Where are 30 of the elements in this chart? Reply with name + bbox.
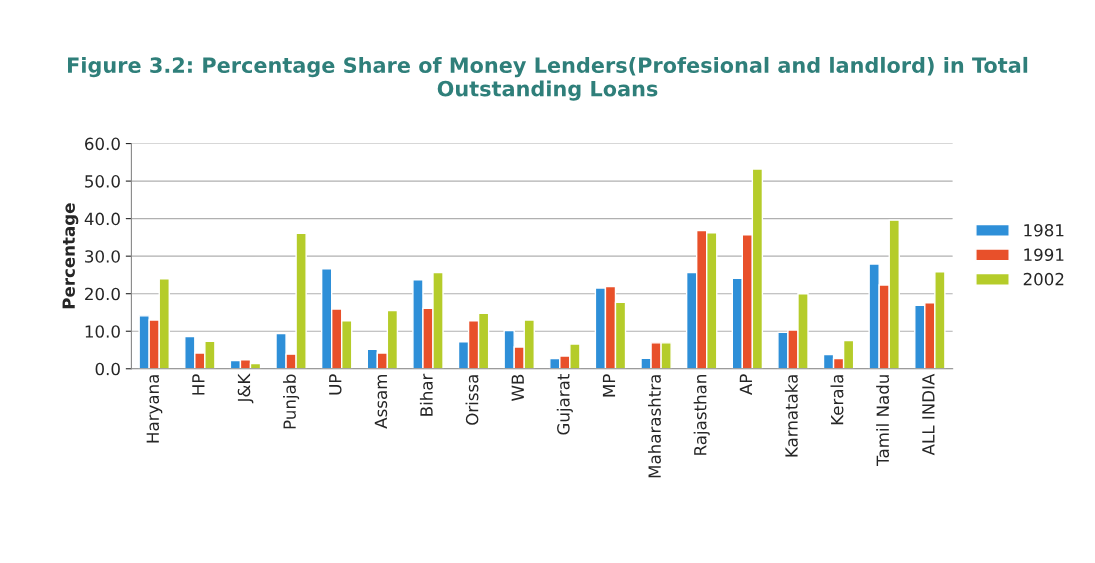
x-tick-label: Orissa [465,375,479,425]
x-tick-label: Gujarat [556,374,573,435]
x-tick-label: Tamil Nadu [876,375,890,466]
legend-label: 1981 [1024,223,1064,237]
y-tick-label: 50.0 [85,175,120,188]
x-tick-label: UP [329,374,342,395]
y-axis-title: Percentage [62,203,79,309]
legend-label: 1991 [1024,248,1064,261]
x-tick-label: HP [192,374,205,395]
x-tick-label: Rajasthan [693,375,710,455]
x-tick-label: Punjab [283,374,300,429]
x-tick-label: Assam [374,375,388,429]
x-tick-label: MP [602,374,616,397]
legend-label: 2002 [1023,272,1064,286]
x-tick-label: AP [739,374,752,395]
x-tick-label: Haryana [146,375,163,443]
x-tick-label: Karnataka [784,375,798,457]
x-tick-label: ALL INDIA [922,373,935,456]
x-tick-label: J&K [237,373,254,404]
y-tick-label: 0.0 [95,362,120,376]
x-tick-label: WB [511,374,524,401]
x-tick-label: Maharashtra [648,375,661,478]
y-tick-label: 10.0 [85,325,120,338]
x-tick-label: Bihar [419,373,433,416]
y-tick-label: 60.0 [85,137,120,151]
y-tick-label: 30.0 [85,250,120,263]
y-tick-label: 20.0 [85,287,120,301]
x-tick-label: Kerala [830,375,844,425]
chart-title: Figure 3.2: Percentage Share of Money Lenders(Profesional and landlord) in Total Outstanding Loans [68,56,1028,101]
y-tick-label: 40.0 [84,212,120,226]
